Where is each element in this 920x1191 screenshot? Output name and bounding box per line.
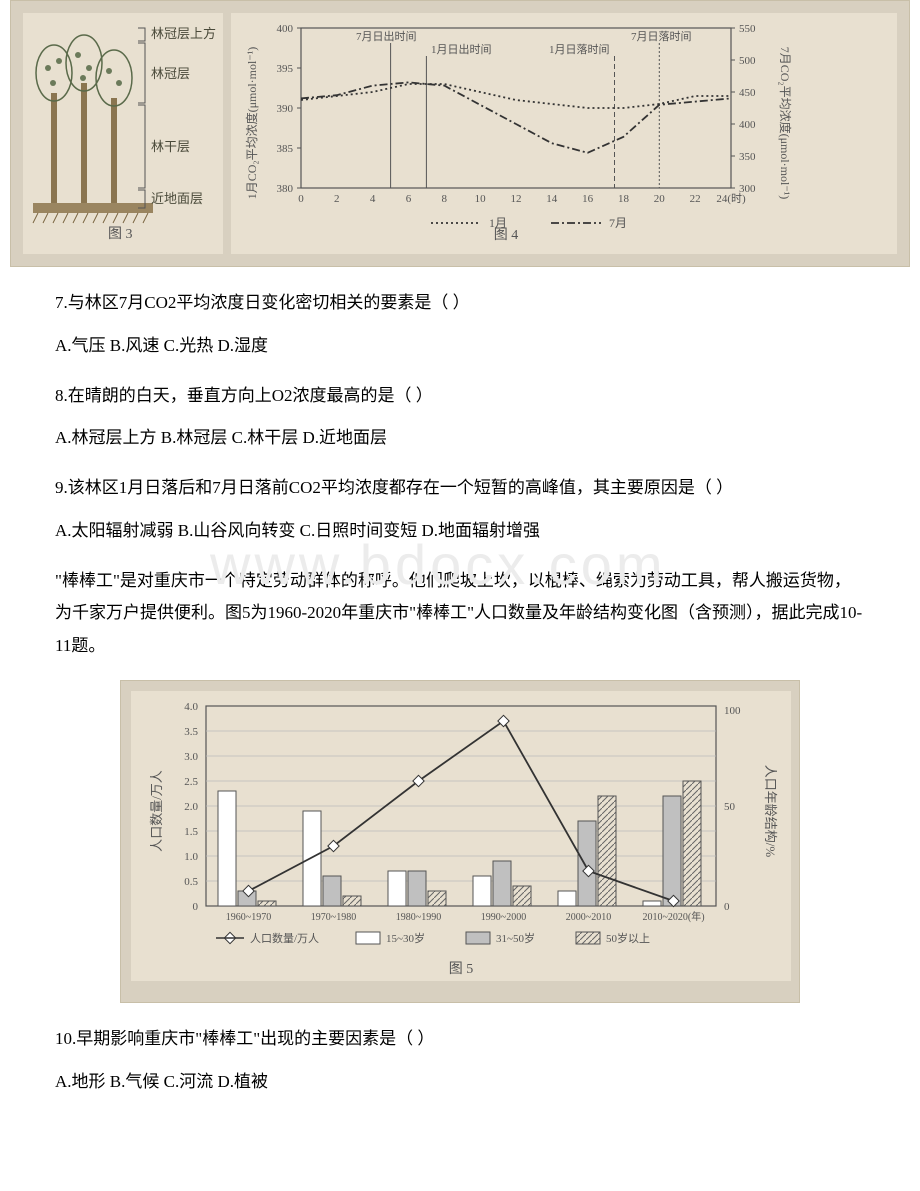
svg-text:14: 14 [546, 193, 558, 205]
svg-text:7月日落时间: 7月日落时间 [631, 30, 692, 43]
svg-text:385: 385 [277, 143, 294, 155]
svg-text:1980~1990: 1980~1990 [396, 912, 441, 923]
svg-text:22: 22 [690, 193, 701, 205]
svg-text:0: 0 [298, 193, 304, 205]
question-7: 7.与林区7月CO2平均浓度日变化密切相关的要素是（ ） [55, 287, 865, 319]
svg-text:15~30岁: 15~30岁 [386, 931, 425, 945]
svg-text:3.5: 3.5 [184, 726, 198, 738]
svg-text:50岁以上: 50岁以上 [606, 931, 650, 945]
svg-text:400: 400 [277, 23, 294, 35]
svg-text:1990~2000: 1990~2000 [481, 912, 526, 923]
svg-text:4.0: 4.0 [184, 701, 198, 713]
svg-text:2.0: 2.0 [184, 801, 198, 813]
figure-5: 0 0.5 1.0 1.5 2.0 2.5 3.0 3.5 4.0 0 50 1… [131, 691, 791, 981]
svg-text:人口数量/万人: 人口数量/万人 [149, 770, 164, 852]
svg-text:350: 350 [739, 151, 756, 163]
svg-text:1.0: 1.0 [184, 851, 198, 863]
svg-text:7月日出时间: 7月日出时间 [356, 29, 417, 43]
svg-text:4: 4 [370, 193, 376, 205]
svg-text:人口数量/万人: 人口数量/万人 [250, 932, 319, 945]
svg-text:1月CO₂平均浓度(μmol·mol⁻¹): 1月CO₂平均浓度(μmol·mol⁻¹) [244, 47, 259, 200]
svg-text:1960~1970: 1960~1970 [226, 912, 271, 923]
figure-3-4-block: 林冠层上方 林冠层 林干层 近地面层 图 3 380 385 390 [10, 0, 910, 267]
question-9: 9.该林区1月日落后和7月日落前CO2平均浓度都存在一个短暂的高峰值，其主要原因… [55, 472, 865, 504]
svg-text:18: 18 [618, 193, 630, 205]
svg-text:12: 12 [511, 193, 522, 205]
question-8-options: A.林冠层上方 B.林冠层 C.林干层 D.近地面层 [55, 422, 865, 454]
svg-text:6: 6 [406, 193, 412, 205]
svg-text:7月: 7月 [609, 216, 627, 230]
svg-text:400: 400 [739, 119, 756, 131]
question-9-options: A.太阳辐射减弱 B.山谷风向转变 C.日照时间变短 D.地面辐射增强 [55, 515, 865, 547]
question-10-text: 10.早期影响重庆市"棒棒工"出现的主要因素是（ ） [55, 1029, 434, 1048]
question-7-options: A.气压 B.风速 C.光热 D.湿度 [55, 330, 865, 362]
passage-10-11: "棒棒工"是对重庆市一个特定劳动群体的称呼。他们爬坡上坎，以棍棒、绳索为劳动工具… [55, 565, 865, 662]
svg-text:2010~2020(年): 2010~2020(年) [642, 910, 704, 923]
svg-text:0.5: 0.5 [184, 876, 198, 888]
svg-text:图 5: 图 5 [449, 962, 474, 977]
question-8: 8.在晴朗的白天，垂直方向上O2浓度最高的是（ ） [55, 380, 865, 412]
svg-text:390: 390 [277, 103, 294, 115]
figure-5-block: 0 0.5 1.0 1.5 2.0 2.5 3.0 3.5 4.0 0 50 1… [120, 680, 800, 1003]
svg-text:林干层: 林干层 [151, 139, 190, 154]
svg-text:1月日落时间: 1月日落时间 [549, 43, 610, 56]
svg-text:0: 0 [724, 901, 730, 913]
svg-text:3.0: 3.0 [184, 751, 198, 763]
svg-text:0: 0 [193, 901, 199, 913]
question-10: 10.早期影响重庆市"棒棒工"出现的主要因素是（ ） [55, 1023, 865, 1055]
svg-text:1970~1980: 1970~1980 [311, 912, 356, 923]
svg-text:7月CO₂平均浓度(μmol·mol⁻¹): 7月CO₂平均浓度(μmol·mol⁻¹) [778, 47, 793, 200]
svg-text:450: 450 [739, 87, 756, 99]
svg-text:24(时): 24(时) [716, 192, 746, 205]
figure-4: 380 385 390 395 400 300 350 400 450 50 [231, 13, 897, 254]
svg-text:20: 20 [654, 193, 666, 205]
figure-3: 林冠层上方 林冠层 林干层 近地面层 图 3 [23, 13, 223, 254]
svg-text:500: 500 [739, 55, 756, 67]
question-10-options: A.地形 B.气候 C.河流 D.植被 [55, 1066, 865, 1098]
svg-text:图 3: 图 3 [108, 227, 133, 242]
svg-text:2: 2 [334, 193, 340, 205]
svg-text:图 4: 图 4 [494, 228, 519, 243]
svg-text:50: 50 [724, 801, 736, 813]
question-8-text: 8.在晴朗的白天，垂直方向上O2浓度最高的是（ ） [55, 386, 433, 405]
question-7-text: 7.与林区7月CO2平均浓度日变化密切相关的要素是（ ） [55, 293, 470, 312]
svg-text:2000~2010: 2000~2010 [566, 912, 611, 923]
question-9-text: 9.该林区1月日落后和7月日落前CO2平均浓度都存在一个短暂的高峰值，其主要原因… [55, 478, 733, 497]
svg-text:31~50岁: 31~50岁 [496, 931, 535, 945]
svg-text:1.5: 1.5 [184, 826, 198, 838]
svg-text:16: 16 [582, 193, 594, 205]
svg-text:林冠层上方: 林冠层上方 [151, 26, 216, 41]
svg-text:380: 380 [277, 183, 294, 195]
svg-text:1月日出时间: 1月日出时间 [431, 42, 492, 56]
svg-text:395: 395 [277, 63, 294, 75]
svg-text:近地面层: 近地面层 [151, 191, 203, 206]
svg-text:人口年龄结构/%: 人口年龄结构/% [763, 765, 778, 858]
svg-text:100: 100 [724, 705, 741, 717]
svg-text:8: 8 [442, 193, 448, 205]
svg-text:550: 550 [739, 23, 756, 35]
svg-text:林冠层: 林冠层 [151, 66, 190, 81]
svg-text:2.5: 2.5 [184, 776, 198, 788]
svg-text:10: 10 [475, 193, 487, 205]
